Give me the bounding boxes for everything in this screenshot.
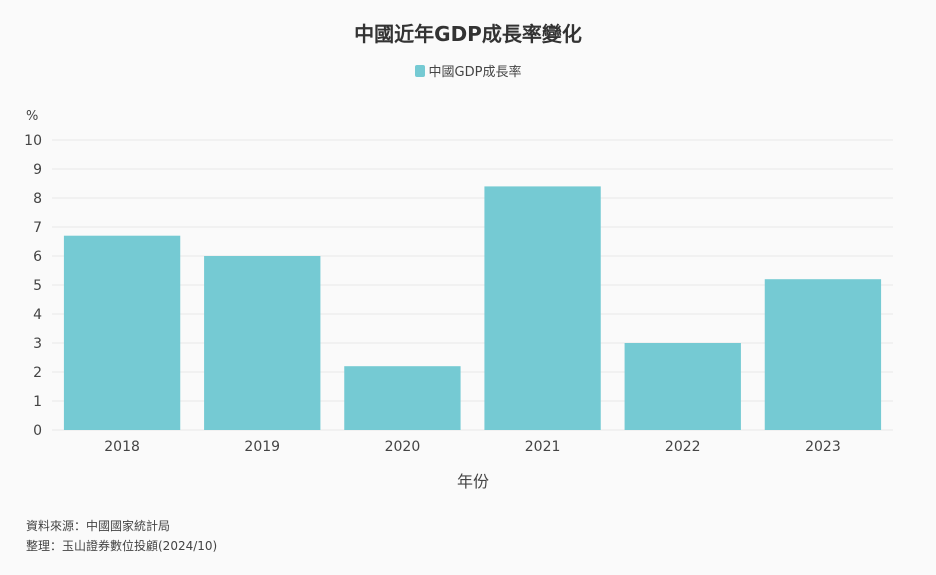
chart-legend[interactable]: 中國GDP成長率 xyxy=(0,61,936,80)
x-tick-labels: 2018 2019 2020 2021 2022 2023 xyxy=(104,439,840,455)
x-tick-label: 2020 xyxy=(385,439,421,455)
y-tick-label: 8 xyxy=(33,191,42,207)
y-tick-label: 3 xyxy=(33,336,42,352)
bars xyxy=(63,186,882,430)
y-tick-label: 7 xyxy=(33,220,42,236)
x-tick-label: 2018 xyxy=(104,439,140,455)
chart-title: 中國近年GDP成長率變化 xyxy=(354,22,582,46)
bar-2022[interactable] xyxy=(624,343,741,430)
x-tick-label: 2021 xyxy=(525,439,561,455)
x-tick-label: 2022 xyxy=(665,439,701,455)
x-tick-label: 2019 xyxy=(244,439,280,455)
footer-notes: 資料來源：中國國家統計局 整理：玉山證券數位投顧(2024/10) xyxy=(26,516,217,556)
x-tick-label: 2023 xyxy=(805,439,841,455)
y-tick-label: 0 xyxy=(33,423,42,439)
legend-swatch xyxy=(414,64,425,77)
bar-2021[interactable] xyxy=(484,186,601,430)
bar-2020[interactable] xyxy=(344,366,461,430)
y-tick-label: 5 xyxy=(33,278,42,294)
bar-2019[interactable] xyxy=(204,256,321,430)
y-tick-label: 9 xyxy=(33,162,42,178)
y-tick-label: 1 xyxy=(33,394,42,410)
legend-label: 中國GDP成長率 xyxy=(428,65,522,80)
compiled-note: 整理：玉山證券數位投顧(2024/10) xyxy=(26,539,218,553)
y-tick-label: 10 xyxy=(24,133,42,149)
bar-2018[interactable] xyxy=(63,235,181,430)
x-axis-label: 年份 xyxy=(457,472,489,491)
source-note: 資料來源：中國國家統計局 xyxy=(26,519,171,533)
bar-2023[interactable] xyxy=(764,279,882,430)
y-tick-labels: 0 1 2 3 4 5 6 7 8 9 10 xyxy=(24,133,42,439)
y-tick-label: 6 xyxy=(33,249,42,265)
gridlines xyxy=(52,139,893,431)
y-tick-label: 4 xyxy=(33,307,42,323)
y-axis-label: % xyxy=(26,109,38,124)
y-tick-label: 2 xyxy=(33,365,42,381)
